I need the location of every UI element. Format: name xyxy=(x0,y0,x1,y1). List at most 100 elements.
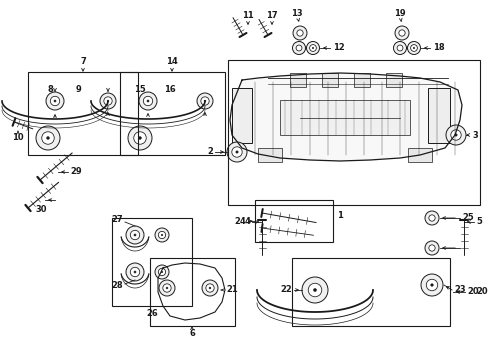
Text: 28: 28 xyxy=(111,282,123,291)
Circle shape xyxy=(226,142,246,162)
Circle shape xyxy=(412,47,414,49)
Text: 30: 30 xyxy=(35,206,46,215)
Text: 20: 20 xyxy=(466,288,478,297)
Circle shape xyxy=(203,100,205,102)
Circle shape xyxy=(126,263,143,281)
Circle shape xyxy=(161,234,163,236)
Circle shape xyxy=(155,265,169,279)
Circle shape xyxy=(396,45,402,51)
Circle shape xyxy=(146,100,149,102)
Circle shape xyxy=(420,274,442,296)
Bar xyxy=(227,60,479,205)
Text: 5: 5 xyxy=(475,217,481,226)
Text: 10: 10 xyxy=(12,134,24,143)
Circle shape xyxy=(313,288,316,292)
Circle shape xyxy=(428,245,434,251)
Text: 14: 14 xyxy=(166,58,178,67)
Circle shape xyxy=(306,41,319,54)
Text: 1: 1 xyxy=(336,211,342,220)
Text: 21: 21 xyxy=(225,285,237,294)
Bar xyxy=(112,218,192,306)
Circle shape xyxy=(424,241,438,255)
Circle shape xyxy=(450,130,460,140)
Circle shape xyxy=(139,92,157,110)
Text: 7: 7 xyxy=(80,58,86,67)
Circle shape xyxy=(307,283,321,297)
Text: 16: 16 xyxy=(164,85,176,94)
Text: 26: 26 xyxy=(146,310,158,319)
Text: 29: 29 xyxy=(70,167,81,176)
Circle shape xyxy=(292,26,306,40)
Circle shape xyxy=(295,45,301,51)
Text: 3: 3 xyxy=(471,130,477,139)
Bar xyxy=(231,88,251,143)
Circle shape xyxy=(407,41,420,54)
Circle shape xyxy=(161,271,163,273)
Circle shape xyxy=(103,97,112,105)
Circle shape xyxy=(398,30,405,36)
Text: 23: 23 xyxy=(453,285,465,294)
Text: 12: 12 xyxy=(332,44,344,53)
Circle shape xyxy=(445,125,465,145)
Circle shape xyxy=(159,280,175,296)
Circle shape xyxy=(54,100,56,102)
Circle shape xyxy=(138,136,141,139)
Circle shape xyxy=(143,96,152,106)
Bar xyxy=(353,73,369,87)
Circle shape xyxy=(36,126,60,150)
Text: 17: 17 xyxy=(265,12,277,21)
Circle shape xyxy=(126,226,143,244)
Circle shape xyxy=(197,93,213,109)
Text: 6: 6 xyxy=(189,328,195,338)
Circle shape xyxy=(166,287,167,289)
Circle shape xyxy=(163,284,171,292)
Text: 2: 2 xyxy=(207,148,213,157)
Circle shape xyxy=(424,211,438,225)
Circle shape xyxy=(50,96,60,106)
Text: 25: 25 xyxy=(461,213,473,222)
Circle shape xyxy=(235,151,238,153)
Bar xyxy=(321,73,337,87)
Circle shape xyxy=(41,132,54,144)
Circle shape xyxy=(158,268,165,276)
Bar xyxy=(28,72,138,155)
Text: 27: 27 xyxy=(111,216,123,225)
Polygon shape xyxy=(229,73,461,161)
Text: 20: 20 xyxy=(475,288,487,297)
Circle shape xyxy=(311,47,313,49)
Circle shape xyxy=(302,277,327,303)
Text: 4: 4 xyxy=(244,217,249,226)
Bar xyxy=(385,73,401,87)
Bar xyxy=(120,72,224,155)
Circle shape xyxy=(100,93,116,109)
Bar xyxy=(150,258,235,326)
Bar xyxy=(427,88,449,143)
Circle shape xyxy=(292,41,305,54)
Circle shape xyxy=(393,41,406,54)
Bar xyxy=(407,148,431,162)
Text: 24: 24 xyxy=(234,216,245,225)
Circle shape xyxy=(130,267,140,277)
Circle shape xyxy=(426,279,437,291)
Bar xyxy=(280,100,409,135)
Circle shape xyxy=(155,228,169,242)
Circle shape xyxy=(134,132,146,144)
Circle shape xyxy=(158,231,165,239)
Circle shape xyxy=(428,215,434,221)
Text: 8: 8 xyxy=(47,85,53,94)
Circle shape xyxy=(231,147,242,157)
Circle shape xyxy=(410,45,417,51)
Circle shape xyxy=(201,97,209,105)
Circle shape xyxy=(205,284,214,292)
Text: 15: 15 xyxy=(134,85,145,94)
Circle shape xyxy=(296,30,303,36)
Bar xyxy=(291,258,449,326)
Text: 22: 22 xyxy=(280,285,291,294)
Text: 11: 11 xyxy=(242,12,253,21)
Bar xyxy=(289,73,305,87)
Circle shape xyxy=(128,126,152,150)
Circle shape xyxy=(134,234,136,236)
Bar xyxy=(254,200,332,242)
Circle shape xyxy=(130,230,140,240)
Circle shape xyxy=(394,26,408,40)
